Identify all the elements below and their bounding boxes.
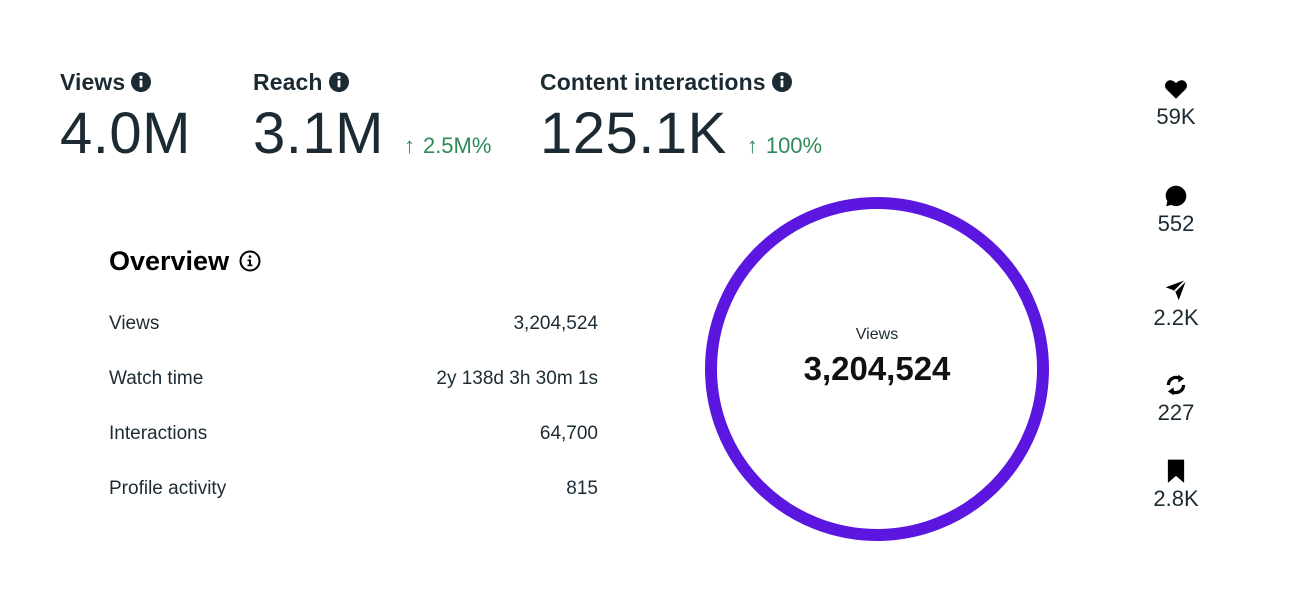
overview-row-views: Views 3,204,524 (109, 313, 598, 335)
arrow-up-icon: ↑ (746, 133, 758, 158)
stat-value: 2.8K (1153, 486, 1199, 511)
row-value: 64,700 (539, 423, 598, 444)
info-icon[interactable] (328, 72, 349, 92)
arrow-up-icon: ↑ (403, 133, 415, 158)
repost-icon (1166, 374, 1186, 396)
row-label: Interactions (109, 423, 208, 444)
stat-comments: 552 (1130, 183, 1222, 237)
delta-value: 100% (765, 133, 823, 158)
stat-value: 59K (1156, 104, 1196, 129)
metric-views: Views 4.0M (60, 66, 191, 166)
stat-value: 552 (1157, 211, 1195, 236)
info-icon[interactable] (131, 72, 152, 92)
row-value: 815 (566, 478, 598, 499)
ring-arc (705, 197, 1049, 541)
metric-delta: ↑ 2.5M% (404, 133, 491, 159)
views-ring-chart: Views 3,204,524 (704, 196, 1050, 542)
metric-title: Content interactions (540, 68, 766, 95)
ring-value: 3,204,524 (803, 350, 951, 387)
heart-icon (1165, 80, 1187, 99)
info-icon[interactable] (771, 72, 792, 92)
metric-value: 4.0M (60, 101, 191, 166)
row-label: Views (109, 313, 160, 334)
metric-value: 125.1K (540, 101, 727, 166)
overview-title: Overview (109, 245, 230, 276)
metric-value: 3.1M (253, 101, 384, 166)
overview-row-profile-activity: Profile activity 815 (109, 478, 598, 500)
stat-shares: 2.2K (1130, 277, 1222, 331)
overview-row-watch-time: Watch time 2y 138d 3h 30m 1s (109, 368, 598, 390)
row-value: 2y 138d 3h 30m 1s (436, 368, 598, 389)
overview-row-interactions: Interactions 64,700 (109, 423, 598, 445)
info-icon[interactable] (239, 250, 261, 272)
stat-likes: 59K (1130, 76, 1222, 130)
stat-value: 2.2K (1153, 305, 1199, 330)
metric-reach: Reach 3.1M ↑ 2.5M% (253, 66, 491, 166)
comment-icon (1165, 185, 1187, 207)
row-label: Profile activity (109, 478, 227, 499)
row-label: Watch time (109, 368, 204, 389)
metric-title: Views (60, 68, 126, 95)
send-icon (1165, 279, 1187, 301)
row-value: 3,204,524 (513, 313, 598, 334)
ring-svg (705, 197, 1049, 541)
stat-saves: 2.8K (1130, 458, 1222, 512)
bookmark-icon (1167, 459, 1185, 483)
metric-delta: ↑ 100% (747, 133, 822, 159)
stat-value: 227 (1157, 400, 1195, 425)
metric-title: Reach (253, 68, 323, 95)
ring-caption: Views (855, 326, 899, 343)
delta-value: 2.5M% (422, 133, 492, 158)
overview-panel: Overview Views 3,204,524 Watch time 2y 1… (109, 240, 598, 500)
metric-content-interactions: Content interactions 125.1K ↑ 100% (540, 66, 822, 166)
stat-reposts: 227 (1130, 372, 1222, 426)
